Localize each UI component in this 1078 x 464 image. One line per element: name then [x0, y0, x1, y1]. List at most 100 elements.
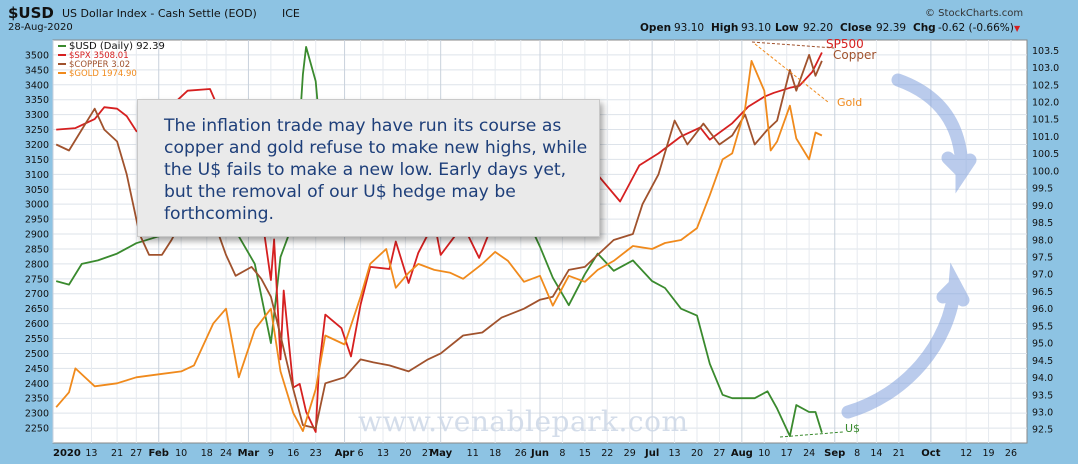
x-tick-label: 24	[220, 448, 232, 459]
y-tick-label-right: 93.0	[1032, 408, 1053, 419]
x-tick-label: 18	[489, 448, 501, 459]
close-label: Close	[840, 22, 872, 34]
y-tick-label-left: 3200	[25, 140, 49, 151]
usd-trendline	[779, 431, 844, 438]
x-tick-label: Aug	[731, 448, 753, 459]
up-curve-arrow-icon	[841, 262, 970, 419]
legend-label: $SPX 3508.01	[69, 51, 129, 61]
y-tick-label-right: 94.5	[1032, 356, 1053, 367]
x-tick-labels: 2020 13 21 27 Feb 10 18 24 Mar 9 16 23 Apr 6 13 20 27May…	[53, 448, 1017, 459]
x-tick-label: 29	[624, 448, 636, 459]
x-tick-label: Jul	[644, 448, 659, 459]
x-tick-label: 10	[758, 448, 770, 459]
y-tick-label-left: 2950	[25, 215, 49, 226]
x-tick-label: 27	[130, 448, 142, 459]
y-tick-label-right: 95.0	[1032, 339, 1053, 350]
x-tick-label: 20	[399, 448, 411, 459]
y-tick-label-left: 3000	[25, 200, 49, 211]
down-arrow-icon: ▼	[1014, 24, 1021, 33]
y-tick-label-right: 92.5	[1032, 425, 1053, 436]
chg-value: -0.62 (-0.66%)	[938, 22, 1014, 34]
x-tick-label: May	[429, 448, 452, 459]
trend-label: Gold	[837, 96, 862, 109]
x-tick-label: 27	[713, 448, 725, 459]
y-tick-label-right: 96.5	[1032, 287, 1053, 298]
y-tick-label-left: 2750	[25, 274, 49, 285]
x-tick-label: 8	[854, 448, 860, 459]
y-tick-label-right: 99.5	[1032, 184, 1053, 195]
x-tick-label: 2020	[53, 448, 81, 459]
y-tick-label-right: 97.5	[1032, 253, 1053, 264]
y-tick-label-left: 3300	[25, 110, 49, 121]
y-tick-label-left: 3500	[25, 50, 49, 61]
open-label: Open	[640, 22, 672, 34]
x-tick-label: 26	[515, 448, 527, 459]
x-tick-label: 24	[803, 448, 815, 459]
copper-trendline	[751, 41, 835, 49]
y-tick-label-left: 2600	[25, 319, 49, 330]
y-tick-label-left: 2300	[25, 409, 49, 420]
watermark: www.venablepark.com	[358, 405, 689, 438]
chart-header: $USD US Dollar Index - Cash Settle (EOD)…	[0, 0, 1078, 40]
x-tick-label: 6	[358, 448, 364, 459]
series-line-copper	[55, 54, 823, 430]
y-tick-label-right: 102.0	[1032, 98, 1059, 109]
x-tick-label: Mar	[238, 448, 260, 459]
legend: $USD (Daily) 92.39$SPX 3508.01$COPPER 3.…	[58, 41, 165, 79]
annotation-box: The inflation trade may have run its cou…	[137, 99, 600, 237]
x-tick-label: Feb	[149, 448, 169, 459]
y-tick-label-right: 98.0	[1032, 235, 1053, 246]
y-tick-label-left: 2350	[25, 394, 49, 405]
x-tick-label: 27	[422, 448, 434, 459]
date-label: 28-Aug-2020	[8, 22, 73, 33]
trend-label: SP500	[826, 37, 864, 51]
low-value: 92.20	[803, 22, 834, 34]
y-tick-label-right: 93.5	[1032, 390, 1053, 401]
y-tick-label-right: 101.5	[1032, 115, 1059, 126]
x-tick-label: 8	[559, 448, 565, 459]
x-tick-label: 18	[201, 448, 213, 459]
y-tick-label-right: 100.5	[1032, 149, 1059, 160]
index-name: US Dollar Index - Cash Settle (EOD)	[62, 7, 257, 20]
annotation-text: The inflation trade may have run its cou…	[164, 116, 588, 224]
x-tick-label: 11	[467, 448, 479, 459]
x-tick-label: 13	[669, 448, 681, 459]
x-tick-label: Apr	[335, 448, 355, 459]
y-tick-label-right: 103.0	[1032, 63, 1059, 74]
x-tick-label: 26	[1005, 448, 1017, 459]
annotation-layer	[751, 41, 977, 438]
x-tick-label: 13	[85, 448, 97, 459]
legend-label: $USD (Daily) 92.39	[69, 41, 165, 52]
y-tick-label-right: 101.0	[1032, 132, 1059, 143]
y-tick-label-left: 3150	[25, 155, 49, 166]
y-tick-label-left: 3100	[25, 170, 49, 181]
copyright-label: © StockCharts.com	[925, 8, 1024, 19]
y-tick-label-left: 2500	[25, 349, 49, 360]
symbol-label: $USD	[8, 4, 54, 22]
y-tick-label-left: 2550	[25, 334, 49, 345]
x-tick-label: 15	[579, 448, 591, 459]
high-value: 93.10	[741, 22, 772, 34]
y-tick-label-right: 96.0	[1032, 304, 1053, 315]
x-tick-label: 17	[781, 448, 793, 459]
x-tick-label: Sep	[824, 448, 845, 459]
y-tick-label-right: 103.5	[1032, 46, 1059, 57]
x-tick-label: 19	[983, 448, 995, 459]
y-tick-label-left: 2250	[25, 424, 49, 435]
x-tick-label: Jun	[530, 448, 549, 459]
y-tick-label-right: 94.0	[1032, 373, 1053, 384]
legend-label: $GOLD 1974.90	[69, 69, 137, 79]
y-tick-label-left: 3250	[25, 125, 49, 136]
y-tick-label-left: 3400	[25, 80, 49, 91]
x-tick-label: 13	[377, 448, 389, 459]
y-tick-label-right: 98.5	[1032, 218, 1053, 229]
x-tick-label: 16	[287, 448, 299, 459]
y-tick-label-left: 2850	[25, 244, 49, 255]
y-tick-label-left: 2450	[25, 364, 49, 375]
y-tick-label-left: 3050	[25, 185, 49, 196]
x-tick-label: 22	[601, 448, 613, 459]
y-tick-label-left: 2650	[25, 304, 49, 315]
low-label: Low	[775, 22, 799, 34]
y-tick-label-left: 3350	[25, 95, 49, 106]
